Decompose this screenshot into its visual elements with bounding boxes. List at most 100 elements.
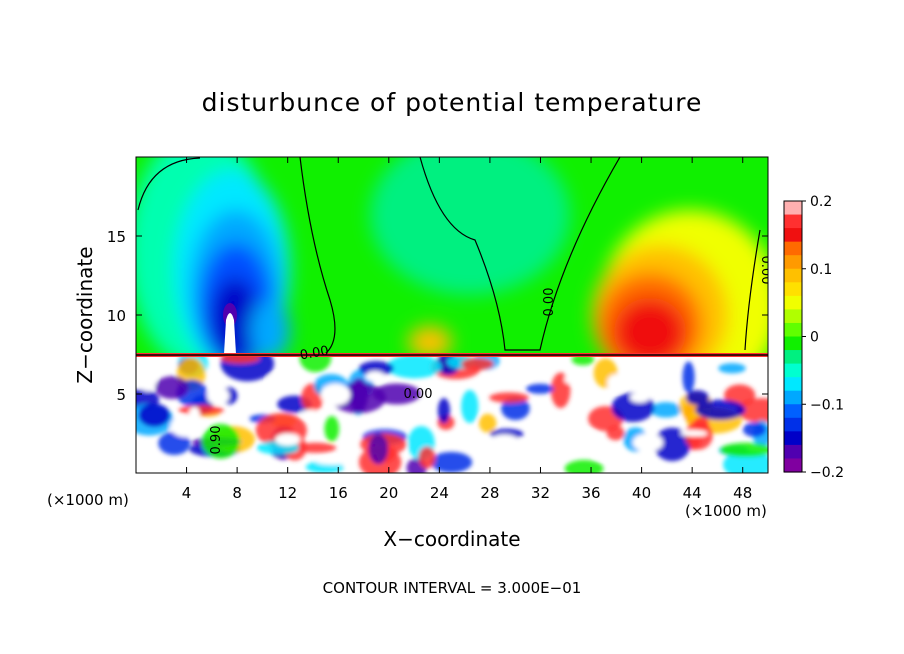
turbulence-gap [282,373,297,383]
contour-label: 0.00 [542,288,557,317]
colorbar-swatch [784,404,802,419]
turbulence-blob [158,431,191,456]
x-tick-label: 4 [182,484,192,502]
contour-label: 0.90 [209,426,224,455]
colorbar: 0.2 0.1 0 −0.1 −0.2 [783,194,844,481]
turbulence-blob [526,383,554,394]
colorbar-swatch [784,336,802,351]
colorbar-swatch [784,282,802,297]
turbulence-blob [564,459,604,473]
turbulence-blob [368,433,389,465]
turbulence-gap [301,409,320,418]
contour-label: 0.00 [404,387,433,402]
turbulence-gap [594,452,621,459]
zero-contour-trough [419,157,621,351]
turbulence-gap [564,375,577,384]
turbulence-blob [489,392,529,403]
anomaly-cool-lobe [250,300,290,355]
turbulence-blob [418,446,436,469]
y-tick-label: 5 [116,386,126,404]
x-tick-label: 32 [531,484,550,502]
turbulence-blob [720,442,768,458]
chart-title: disturbunce of potential temperature [202,88,703,117]
colorbar-swatch [784,309,802,324]
turbulence-gap [564,416,576,435]
plot-area: 0.00 0.00 0.00 0.00 0.90 [135,156,773,474]
turbulence-gap [320,383,351,406]
turbulence-gap [514,366,531,380]
x-tick-label: 12 [278,484,297,502]
turbulence-blob [695,399,746,420]
turbulence-gap [477,444,501,456]
turbulence-gap [137,355,153,371]
anomaly-warm-core [614,298,686,355]
y-tick-label: 10 [107,307,126,325]
turbulence-blob [736,398,768,423]
zero-contour-left [137,157,201,211]
contour-interval: CONTOUR INTERVAL = 3.000E−01 [323,579,582,597]
y-tick-label: 15 [107,228,126,246]
x-tick-label: 48 [733,484,752,502]
colorbar-tick-label: 0.1 [810,262,832,278]
turbulence-blob [478,413,497,433]
colorbar-swatch [784,444,802,460]
turbulence-blob [358,361,394,376]
colorbar-swatch [784,268,802,283]
x-axis-label: X−coordinate [383,527,520,551]
turbulence-gap [751,366,768,380]
turbulence-blob [372,383,421,405]
turbulence-blob [430,451,473,473]
x-tick-label: 28 [480,484,499,502]
contour-labels: 0.00 0.00 0.00 0.00 0.90 [209,256,773,455]
turbulence-blob [324,415,340,442]
x-tick-label: 16 [329,484,348,502]
x-tick-label: 8 [232,484,242,502]
colorbar-swatch [784,431,802,446]
contour-label: 0.00 [758,256,773,285]
cold-core-notch [224,313,236,354]
turbulence-blob [437,398,450,424]
turbulence-blob [571,355,595,366]
colorbar-swatch [784,417,802,432]
colorbar-tick-label: 0 [810,330,819,346]
turbulence-blob [220,355,260,364]
colorbar-tick-label: −0.1 [810,397,844,413]
colorbar-tick-label: 0.2 [810,194,832,210]
band-center [370,157,570,295]
turbulence-blob [685,390,709,406]
turbulence-gap [632,433,663,452]
x-tick-label: 24 [430,484,449,502]
zero-contour-right [744,229,761,351]
colorbar-swatch [784,350,802,365]
turbulence-blob [653,427,691,462]
x-tick-label: 44 [683,484,702,502]
turbulence-blob [742,422,766,437]
y-axis-label: Z−coordinate [73,246,97,383]
turbulence-blob [718,363,746,374]
turbulence-blob [178,405,224,416]
contour-label: 0.00 [299,344,330,364]
turbulence-gap [275,433,301,446]
turbulence-gap [660,367,675,374]
turbulence-gap [316,458,350,465]
anomaly-warm-small [408,326,452,355]
colorbar-tick-label: −0.2 [810,465,844,481]
turbulence-blob [386,355,442,379]
zero-contour-mid-left [299,157,336,355]
turbulence-gap [365,371,385,382]
turbulence-gap [170,415,201,437]
colorbar-swatch [784,228,802,243]
upper-field [136,157,768,355]
turbulence-blob [650,402,682,418]
turbulence-blob [461,357,494,371]
turbulence-gap [565,430,599,442]
x-unit-right: (×1000 m) [685,502,767,520]
turbulence-blob [201,423,240,459]
colorbar-swatch [784,377,802,392]
x-tick-label: 40 [632,484,651,502]
turbulence-blob [682,361,695,394]
turbulence-gap [680,430,708,437]
x-tick-label: 20 [379,484,398,502]
turbulence-gap [607,374,626,392]
